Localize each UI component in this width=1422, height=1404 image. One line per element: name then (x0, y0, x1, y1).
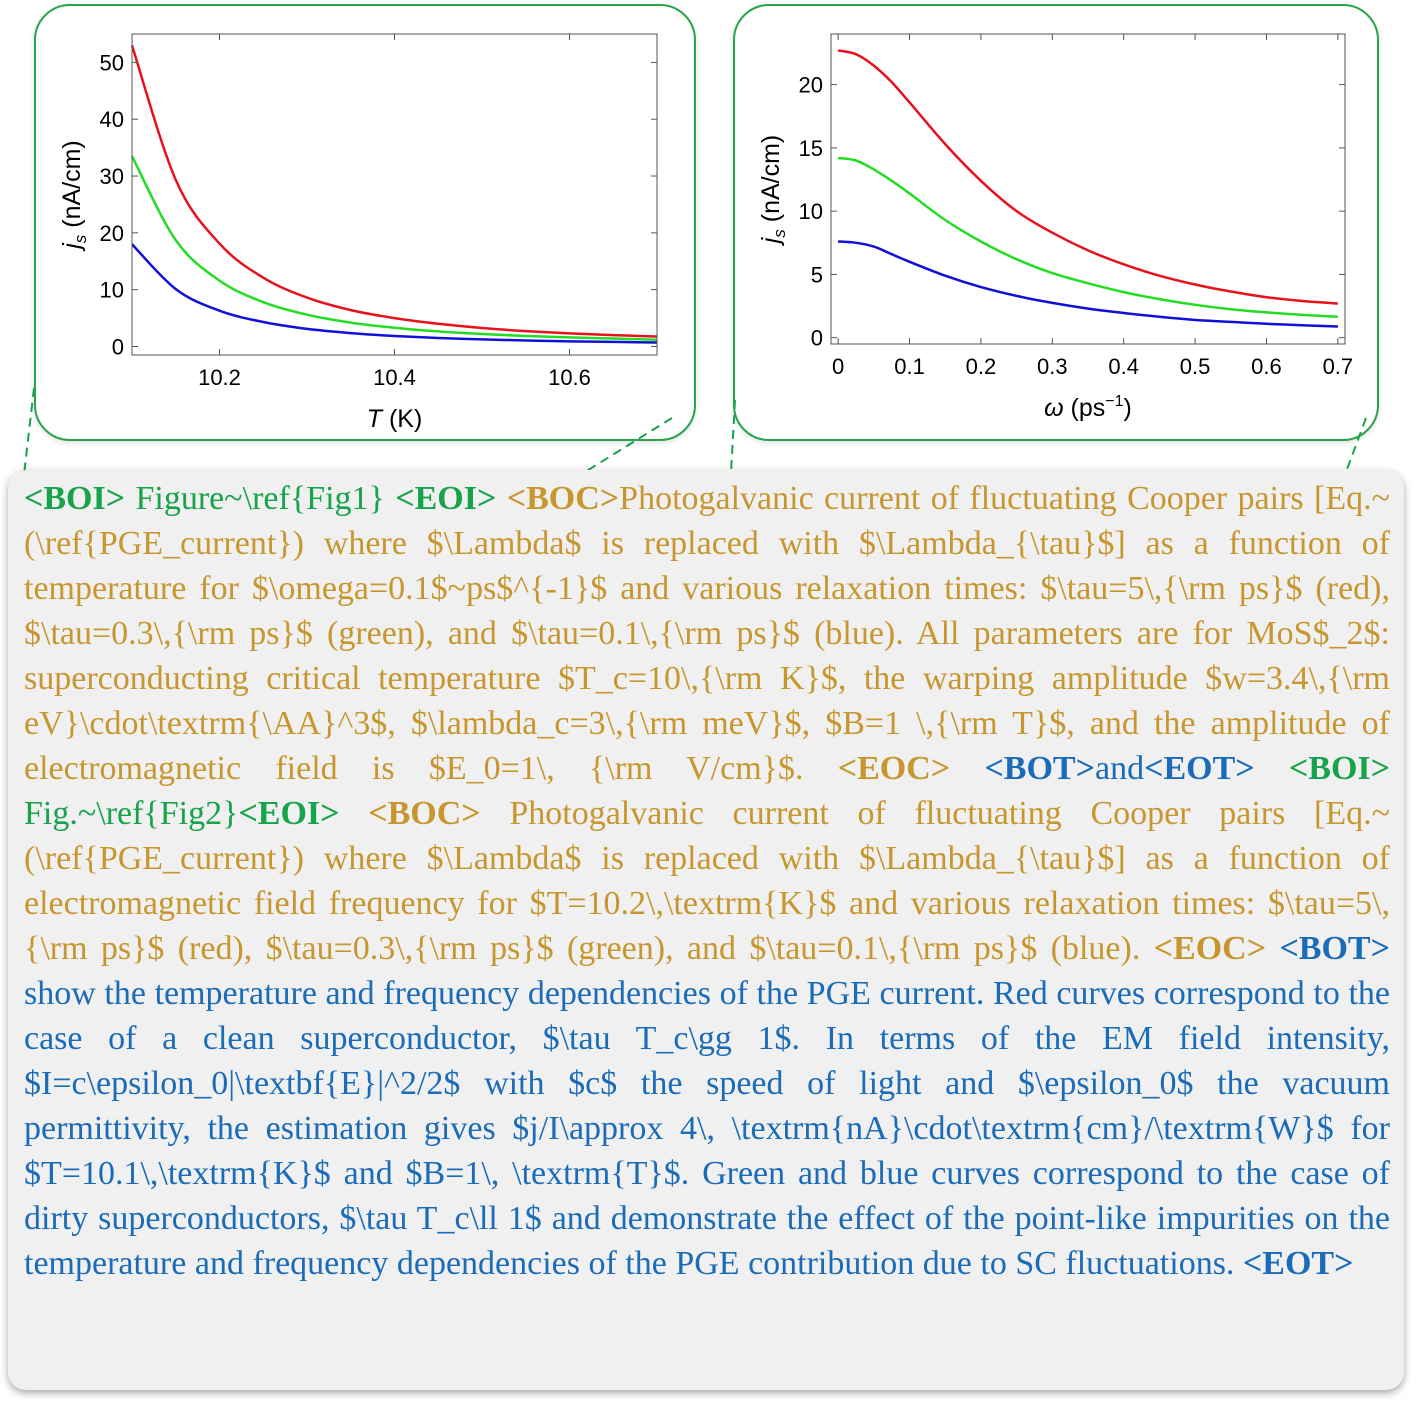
plot1-y-tick-label: 0 (112, 334, 124, 359)
plot1-series-blue-line (131, 243, 658, 344)
plot1-x-tick-label: 10.6 (548, 365, 591, 390)
plot2-series-blue-line (838, 240, 1338, 328)
plot2-x-tick-label: 0 (832, 354, 844, 379)
plot2-y-axis-label: js (nA/cm) (757, 135, 789, 247)
plot2-y-tick-label: 20 (799, 73, 823, 98)
plot2-series-green-line (837, 156, 1338, 319)
eot-tag-1: <EOT> (1144, 750, 1255, 787)
eot-tag-2: <EOT> (1242, 1245, 1354, 1282)
plot1-x-tick-label: 10.2 (198, 365, 241, 390)
boc-tag-1: <BOC> (506, 480, 620, 517)
plot2-y-tick-label: 5 (811, 262, 823, 287)
plot1-y-tick-label: 40 (100, 107, 124, 132)
text-and: and (1095, 750, 1145, 787)
body-text: show the temperature and frequency depen… (24, 975, 1390, 1282)
plot2-series-red-line (837, 49, 1338, 305)
plot2-frame (830, 33, 1346, 345)
boi-tag-1: <BOI> (24, 480, 126, 517)
caption-paragraph: <BOI> Figure~\ref{Fig1} <EOI> <BOC>Photo… (24, 476, 1390, 1286)
plot1-y-tick-label: 10 (100, 278, 124, 303)
figure-1-reference: Figure~\ref{Fig1} (125, 480, 396, 517)
bot-tag-2: <BOT> (1279, 930, 1390, 967)
eoi-tag-2: <EOI> (238, 795, 340, 832)
figure-2-reference: Fig.~\ref{Fig2} (24, 795, 239, 832)
figure-2-caption: Photogalvanic current of fluctuating Coo… (24, 795, 1391, 967)
plot2-x-tick-label: 0.5 (1180, 354, 1211, 379)
plot1-series-red-line (130, 45, 658, 338)
eoc-tag-1: <EOC> (837, 750, 951, 787)
plot1-y-tick-label: 20 (100, 221, 124, 246)
boc-tag-2: <BOC> (368, 795, 481, 832)
plot2-x-tick-label: 0.1 (894, 354, 925, 379)
plot1-y-tick-label: 50 (100, 50, 124, 75)
plot2-x-tick-label: 0.4 (1108, 354, 1139, 379)
plot2-y-tick-label: 10 (799, 199, 823, 224)
plot2-x-axis-label: ω (ps−1) (1044, 393, 1132, 422)
figure-1-plot: 10.2 10.4 10.6 0 10 20 30 40 50 T (K) js (nA/cm) (58, 33, 658, 433)
plot1-y-axis-label: js (nA/cm) (58, 140, 90, 252)
plot2-x-tick-label: 0.7 (1323, 354, 1354, 379)
plot1-series-green-line (130, 155, 658, 341)
plot2-x-tick-label: 0.3 (1037, 354, 1068, 379)
plot1-x-axis-label: T (K) (367, 405, 423, 433)
caption-panel: <BOI> Figure~\ref{Fig1} <EOI> <BOC>Photo… (8, 470, 1404, 1390)
bot-tag-1: <BOT> (984, 750, 1095, 787)
boi-tag-2: <BOI> (1288, 750, 1391, 787)
figure-1-card: 10.2 10.4 10.6 0 10 20 30 40 50 T (K) js (nA/cm) (34, 4, 696, 441)
plot1-y-tick-label: 30 (100, 164, 124, 189)
plot2-x-tick-label: 0.6 (1251, 354, 1282, 379)
plot2-y-tick-label: 0 (811, 326, 823, 351)
eoc-tag-2: <EOC> (1153, 930, 1267, 967)
plot2-y-tick-label: 15 (799, 136, 823, 161)
eoi-tag-1: <EOI> (395, 480, 497, 517)
figure-2-card: 0 0.1 0.2 0.3 0.4 0.5 0.6 0.7 0 5 10 15 20 ω (ps−1) js… (733, 4, 1379, 441)
figure-1-caption: Photogalvanic current of fluctuating Coo… (24, 480, 1391, 787)
plot2-x-tick-label: 0.2 (966, 354, 997, 379)
plot1-x-tick-label: 10.4 (373, 365, 416, 390)
figure-2-plot: 0 0.1 0.2 0.3 0.4 0.5 0.6 0.7 0 5 10 15 20 ω (ps−1) js… (757, 33, 1354, 422)
